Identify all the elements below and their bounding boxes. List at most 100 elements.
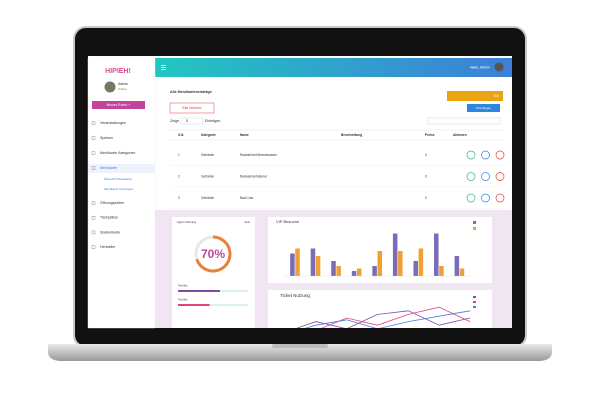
table-header: Kategorie: [201, 133, 216, 137]
table-header: Beschreibung: [341, 133, 362, 137]
table-cell: Getränke: [201, 153, 214, 157]
line: [304, 310, 471, 328]
nav-icon: [91, 201, 96, 205]
table-cell: 0: [425, 174, 427, 178]
line: [321, 306, 471, 328]
table-cell: 0: [425, 153, 427, 157]
bar: [434, 233, 439, 276]
table-cell: 3: [178, 196, 180, 200]
nav-icon: [91, 121, 96, 125]
progress-label: Test Bar: [178, 298, 188, 302]
action-button[interactable]: [481, 193, 490, 203]
bar: [413, 261, 418, 276]
add-button[interactable]: [467, 104, 500, 112]
bar: [290, 253, 295, 276]
avatar[interactable]: [494, 62, 504, 72]
user-status: Online: [118, 87, 127, 91]
bar: [459, 268, 465, 276]
bar: [295, 248, 300, 276]
legend-swatch: [473, 221, 476, 224]
action-button[interactable]: [495, 193, 505, 203]
legend-swatch: [473, 296, 476, 298]
legend-swatch: [473, 227, 476, 230]
bar: [439, 266, 444, 276]
progress-label: Test Bar: [178, 284, 188, 288]
action-button[interactable]: [495, 172, 505, 181]
bar: [372, 266, 377, 276]
bar: [356, 268, 362, 276]
table-cell: Radeanhai Natural: [240, 174, 267, 178]
nav-icon: [91, 230, 96, 235]
nav-item[interactable]: Menükarte Kategorien: [100, 151, 135, 155]
nav-icon: [91, 166, 96, 170]
nav-item[interactable]: Tischplätze: [100, 216, 118, 220]
new-event-button[interactable]: [92, 101, 145, 109]
bar: [336, 266, 341, 276]
show-select[interactable]: [180, 117, 204, 125]
table-cell: Bad Cola: [240, 196, 253, 200]
progress-track: [178, 304, 248, 306]
top-button-label: Ein: [494, 94, 499, 98]
nav-icon: [91, 151, 96, 155]
nav-item[interactable]: Menükarte: [100, 166, 117, 170]
nav-item[interactable]: Öffnungszeiten: [100, 201, 124, 205]
action-button[interactable]: [481, 172, 490, 181]
search-box[interactable]: [427, 117, 501, 125]
line: [296, 310, 471, 328]
nav-subitem[interactable]: Übersicht Menükarte: [104, 177, 132, 181]
nav-icon: [91, 136, 96, 140]
nav-subitem[interactable]: Menükarte hinzufügen: [104, 187, 134, 191]
show-label: Zeige: [170, 119, 179, 123]
greeting: Hallo, Admin: [470, 65, 490, 69]
user-name: Admin: [118, 82, 128, 86]
table-header: Aktionen: [453, 133, 467, 137]
laptop-base: [48, 344, 552, 361]
action-button[interactable]: [495, 150, 505, 160]
bar: [398, 251, 403, 276]
menu-icon[interactable]: [161, 65, 166, 70]
progress-bar: [178, 304, 210, 306]
sidebar: [87, 57, 156, 329]
nav-icon: [91, 245, 96, 249]
top-button[interactable]: [447, 91, 503, 101]
active-item-bg: [88, 164, 155, 173]
nav-item[interactable]: Veranstaltungen: [100, 121, 126, 125]
legend-swatch: [473, 306, 476, 308]
ticket-title: Ticket Nutzung: [280, 293, 310, 298]
table-cell: 1: [178, 153, 180, 157]
bar: [310, 248, 316, 276]
donut-arc: [195, 235, 232, 273]
apps-percent: 70%: [201, 247, 225, 261]
table-header: S.N.: [178, 133, 184, 137]
notch: [272, 344, 328, 348]
legend-swatch: [473, 301, 476, 303]
nav-item[interactable]: Hersteller: [100, 245, 116, 249]
page-title: Alle Menükarteneinträge: [170, 90, 212, 94]
header-bar: [155, 58, 512, 77]
nav-icon: [91, 215, 96, 220]
delete-button[interactable]: [169, 102, 215, 114]
table-header: Preise: [425, 133, 435, 137]
nav-item[interactable]: Stadionkarte: [100, 230, 120, 234]
entries-label: Einträgen: [205, 119, 220, 123]
table-cell: 0: [425, 196, 427, 200]
new-event-label: Neues Event +: [107, 103, 131, 107]
action-button[interactable]: [466, 172, 476, 181]
table-cell: 2: [178, 174, 180, 178]
add-label: Hinzufügen: [476, 106, 492, 110]
nav-item[interactable]: Speisen: [100, 136, 113, 140]
bar: [418, 248, 424, 276]
delete-label: Alle löschen: [182, 106, 201, 110]
action-button[interactable]: [481, 150, 490, 160]
apps-period: Year: [244, 220, 250, 224]
bar: [454, 256, 460, 276]
progress-bar: [178, 290, 220, 292]
user-avatar: [104, 81, 116, 93]
table-cell: Getränke: [201, 174, 214, 178]
action-button[interactable]: [466, 193, 476, 203]
bar: [392, 233, 398, 276]
action-button[interactable]: [466, 150, 476, 160]
bar: [377, 251, 383, 276]
